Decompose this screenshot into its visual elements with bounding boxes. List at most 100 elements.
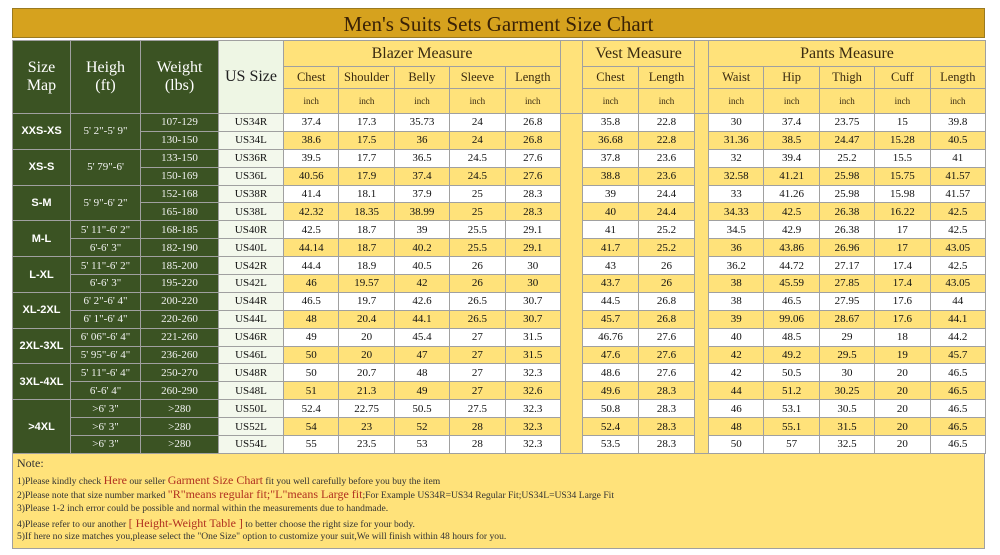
table-row: 6' 1"-6' 4" 220-260 US44L 48 20.4 44.1 26.5 30.… xyxy=(13,309,986,329)
pants-value: 44 xyxy=(708,381,765,401)
pants-value: 30.5 xyxy=(818,399,876,419)
pants-value: 18 xyxy=(874,327,931,347)
blazer-value: 32.3 xyxy=(504,399,562,419)
blazer-value: 32.3 xyxy=(504,363,562,383)
vest-value: 43 xyxy=(582,256,639,276)
height: 5' 79"-6' xyxy=(70,148,141,186)
table-row: S-M 5' 9"-6' 2" 152-168 US38R 41.4 18.1 37.9 25… xyxy=(12,184,986,222)
us-size: US36R xyxy=(218,148,284,168)
us-size: US50L xyxy=(218,399,284,419)
group-header: Blazer Measure xyxy=(283,40,561,67)
size-map: L-XL xyxy=(12,256,71,293)
table-body: XXS-XS 5' 2"-5' 9" 107-129 US34R 37.4 17.3 35.… xyxy=(12,113,986,454)
weight: 260-290 xyxy=(140,381,219,401)
table-row: 6'-6' 3" 182-190 US40L 44.14 18.7 40.2 25.5 29.… xyxy=(13,238,986,258)
pants-value: 31.36 xyxy=(708,130,765,150)
note-text: ;For Example US34R=US34 Regular Fit;US34… xyxy=(362,490,615,502)
note-text: 1)Please kindly check xyxy=(17,476,104,487)
pants-value: 43.05 xyxy=(929,274,986,293)
header-row: Chest Shoulder Belly Sleeve Length Chest Lengt… xyxy=(13,66,986,89)
blazer-value: 30 xyxy=(504,274,562,293)
table-row: 130-150 US34L 38.6 17.5 36 24 26.8 36.68 22.8 31.… xyxy=(13,130,986,150)
note-text: 3)Please 1-2 inch error could be possibl… xyxy=(17,502,389,514)
us-size: US52L xyxy=(218,417,284,437)
column-header: Length xyxy=(637,66,696,89)
column-header: Thigh xyxy=(818,66,876,89)
pants-value: 30.25 xyxy=(818,381,876,401)
us-size: US54L xyxy=(218,435,284,454)
blazer-value: 38.6 xyxy=(282,130,340,150)
pants-value: 44.1 xyxy=(929,309,986,329)
blazer-value: 19.57 xyxy=(338,274,395,293)
blazer-value: 20.4 xyxy=(338,309,395,329)
blazer-value: 36.5 xyxy=(393,148,451,168)
pants-value: 15.5 xyxy=(874,148,931,168)
height: 5' 11"-6' 2" xyxy=(70,256,141,276)
us-size: US40L xyxy=(218,238,284,258)
blazer-value: 27.5 xyxy=(449,399,506,419)
pants-value: 15.28 xyxy=(874,130,931,150)
vest-value: 25.2 xyxy=(637,220,696,240)
blazer-value: 27.6 xyxy=(504,166,562,186)
note-text: 2)Please note that size number marked xyxy=(17,490,168,502)
pants-value: 23.75 xyxy=(818,113,876,132)
pants-value: 41.57 xyxy=(929,184,986,204)
blazer-value: 30 xyxy=(504,256,562,276)
column-header: Size Map xyxy=(12,40,71,114)
pants-value: 34.5 xyxy=(708,220,765,240)
blazer-value: 27 xyxy=(449,327,506,347)
blazer-value: 26.5 xyxy=(449,309,506,329)
height: 6' 06"-6' 4" xyxy=(70,327,141,347)
pants-value: 32.58 xyxy=(708,166,765,186)
blazer-value: 23.5 xyxy=(338,435,395,454)
weight: 168-185 xyxy=(140,220,219,240)
pants-value: 57 xyxy=(763,435,820,454)
pants-value: 39 xyxy=(708,309,765,329)
size-map: >4XL xyxy=(12,399,71,454)
pants-value: 46.5 xyxy=(763,291,820,311)
height: >6' 3" xyxy=(70,435,141,454)
vest-value: 49.6 xyxy=(582,381,639,401)
blazer-value: 48 xyxy=(393,363,451,383)
size-map: M-L xyxy=(12,220,71,258)
note-line: 4)Please refer to our another [ Height-W… xyxy=(17,516,980,530)
pants-value: 34.33 xyxy=(708,202,765,222)
weight: 185-200 xyxy=(140,256,219,276)
pants-value: 41 xyxy=(929,148,986,168)
pants-value: 46.5 xyxy=(929,363,986,383)
blazer-value: 18.7 xyxy=(338,238,395,258)
unit-label: inch xyxy=(504,88,562,114)
us-size: US38R xyxy=(218,184,284,204)
blazer-value: 17.7 xyxy=(338,148,395,168)
pants-value: 16.22 xyxy=(874,202,931,222)
pants-value: 24.47 xyxy=(818,130,876,150)
pants-value: 19 xyxy=(874,345,931,365)
height: 6'-6' 4" xyxy=(70,381,141,401)
blazer-value: 40.56 xyxy=(282,166,340,186)
vest-value: 27.6 xyxy=(637,363,696,383)
blazer-value: 49 xyxy=(282,327,340,347)
blazer-value: 24.5 xyxy=(449,166,506,186)
unit-label: inch xyxy=(763,88,820,114)
blazer-value: 25.5 xyxy=(449,238,506,258)
column-header: Weight (lbs) xyxy=(140,40,219,114)
vest-value: 52.4 xyxy=(582,417,639,437)
unit-label: inch xyxy=(282,88,340,114)
column-header: Cuff xyxy=(874,66,931,89)
blazer-value: 22.75 xyxy=(338,399,395,419)
blazer-value: 26.8 xyxy=(504,113,562,132)
table-row: L-XL 5' 11"-6' 2" 185-200 US42R 44.4 18.9 40.5… xyxy=(12,256,986,293)
pants-value: 42 xyxy=(708,363,765,383)
us-size: US42L xyxy=(218,274,284,293)
blazer-value: 18.9 xyxy=(338,256,395,276)
table-row: 6'-6' 4" 260-290 US48L 51 21.3 49 27 32.6 49.6 28… xyxy=(13,381,986,401)
column-header: Waist xyxy=(708,66,765,89)
blazer-value: 28 xyxy=(449,435,506,454)
pants-value: 27.17 xyxy=(818,256,876,276)
unit-label: inch xyxy=(929,88,986,114)
us-size: US38L xyxy=(218,202,284,222)
vest-value: 28.3 xyxy=(637,399,696,419)
blazer-value: 19.7 xyxy=(338,291,395,311)
weight: 150-169 xyxy=(140,166,219,186)
